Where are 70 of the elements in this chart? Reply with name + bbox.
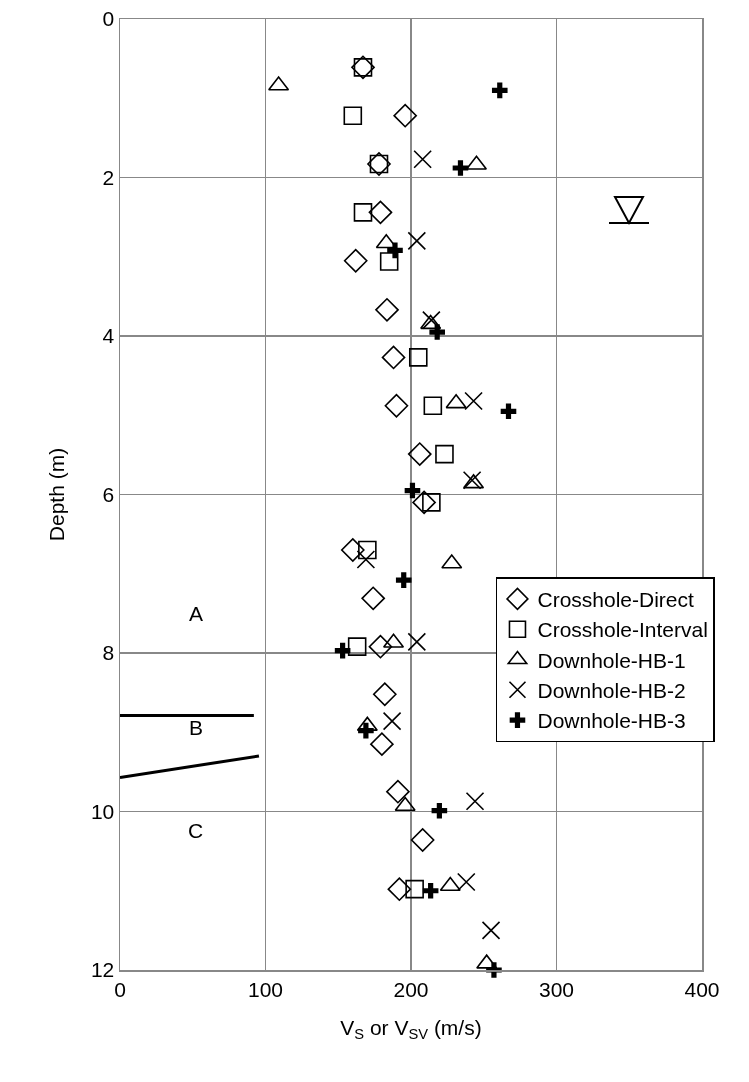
point	[384, 393, 409, 418]
point	[423, 396, 443, 416]
point	[368, 200, 393, 225]
annotation: C	[188, 819, 204, 842]
point	[435, 444, 454, 464]
point	[413, 149, 432, 169]
point	[370, 732, 394, 756]
x-tick-label: 300	[538, 977, 575, 1001]
point	[379, 252, 399, 271]
point	[408, 348, 428, 367]
x-tick-label: 200	[393, 977, 429, 1001]
point	[387, 242, 403, 259]
point	[412, 490, 436, 515]
point	[439, 876, 461, 892]
point	[386, 779, 410, 804]
y-tick-label: 8	[102, 641, 115, 665]
point	[361, 586, 386, 611]
legend-label: Crosshole-Interval	[537, 618, 708, 642]
point	[407, 442, 432, 466]
y-tick-label: 4	[102, 324, 115, 348]
point	[491, 82, 508, 99]
point	[356, 550, 376, 569]
point	[393, 103, 418, 128]
point	[375, 298, 399, 322]
x-tick-label: 400	[684, 977, 720, 1001]
point	[358, 722, 374, 739]
point	[382, 711, 402, 731]
point	[465, 791, 485, 811]
y-tick-label: 10	[90, 799, 115, 823]
point	[353, 203, 373, 222]
y-tick-label: 2	[102, 165, 115, 189]
point	[452, 160, 469, 176]
point	[368, 634, 393, 659]
legend-label: Downhole-HB-2	[537, 678, 686, 702]
point	[381, 345, 406, 370]
annotation: B	[189, 716, 204, 739]
point	[429, 324, 445, 340]
point	[407, 632, 427, 652]
annotation: A	[189, 602, 204, 625]
point	[456, 872, 476, 892]
point	[358, 540, 377, 560]
point	[372, 682, 397, 707]
point	[481, 921, 501, 940]
point	[343, 106, 363, 125]
point	[410, 828, 435, 852]
y-axis-title: Depth (m)	[45, 447, 69, 542]
legend-label: Crosshole-Direct	[537, 588, 695, 612]
point	[420, 314, 442, 330]
point	[404, 482, 421, 499]
point	[407, 231, 427, 251]
point	[422, 310, 441, 330]
y-tick-label: 12	[90, 958, 115, 982]
x-tick-label: 100	[247, 977, 284, 1001]
y-tick-label: 6	[102, 482, 115, 506]
point	[464, 391, 483, 411]
point	[431, 802, 448, 819]
y-tick-label: 0	[102, 7, 115, 31]
point	[500, 403, 517, 420]
x-axis-title: V$_{S}$ or V$_{SV}$ (m/s)	[340, 1015, 482, 1043]
point	[486, 962, 502, 978]
legend-label: Downhole-HB-3	[537, 709, 686, 733]
point	[347, 637, 367, 656]
point	[334, 642, 351, 659]
point	[395, 572, 412, 588]
point	[340, 538, 365, 562]
point	[387, 877, 412, 902]
point	[343, 248, 368, 273]
point	[422, 882, 439, 899]
legend-label: Downhole-HB-1	[537, 648, 686, 672]
point	[405, 879, 424, 899]
